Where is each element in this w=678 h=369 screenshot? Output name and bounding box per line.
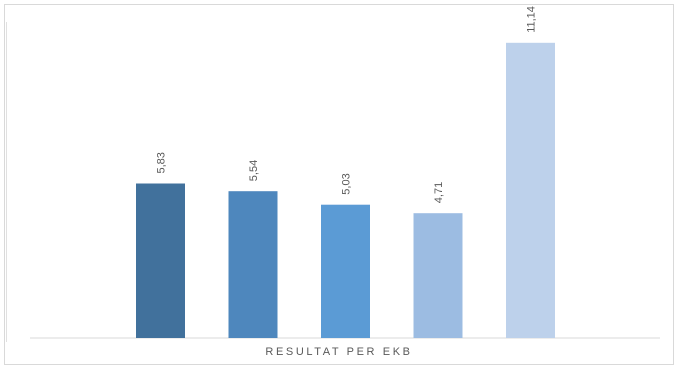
bar-2: [228, 191, 278, 338]
data-label-4: 4,71: [433, 182, 445, 203]
data-labels-group: 5,83 5,54 5,03 4,71 11,14: [156, 6, 538, 203]
data-label-1: 5,83: [156, 152, 168, 173]
bar-5: [506, 42, 555, 339]
chart-left-rule: [6, 22, 7, 342]
bar-3: [321, 204, 370, 338]
data-label-5: 11,14: [526, 6, 538, 33]
bar-4: [413, 213, 463, 338]
bar-1: [136, 183, 185, 338]
bars-group: [136, 42, 555, 339]
data-label-2: 5,54: [248, 160, 260, 181]
data-label-3: 5,03: [341, 173, 353, 194]
x-axis-title: RESULTAT PER EKB: [265, 346, 413, 358]
